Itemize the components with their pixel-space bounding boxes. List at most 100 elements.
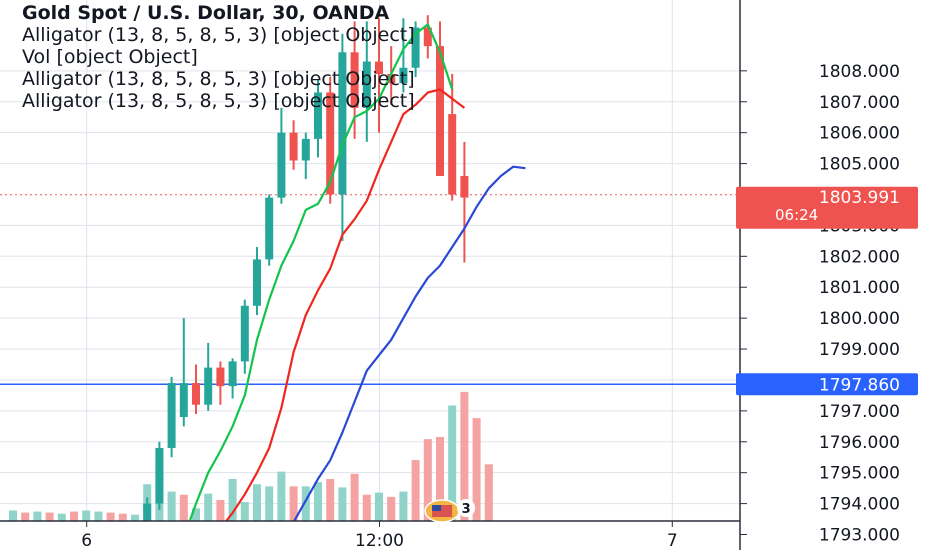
badge-count-bg bbox=[457, 499, 476, 517]
indicator-volume[interactable]: Vol [object Object] bbox=[22, 46, 198, 68]
candle-body[interactable] bbox=[350, 52, 359, 108]
hline-price-label: 1797.860 bbox=[819, 375, 900, 395]
indicator-alligator-3[interactable]: Alligator (13, 8, 5, 8, 5, 3) [object Ob… bbox=[22, 90, 415, 112]
price-tick-label: 1808.000 bbox=[819, 62, 900, 82]
volume-bar bbox=[350, 473, 359, 521]
price-axis-background bbox=[740, 0, 932, 550]
candle-body[interactable] bbox=[314, 92, 322, 139]
volume-bar bbox=[70, 511, 78, 521]
volume-bar bbox=[204, 493, 213, 521]
candle-body[interactable] bbox=[362, 61, 371, 108]
volume-bar bbox=[399, 491, 408, 521]
candle-body[interactable] bbox=[179, 383, 188, 418]
volume-bar bbox=[314, 482, 322, 521]
volume-bar bbox=[179, 494, 188, 521]
volume-bar bbox=[375, 492, 383, 521]
volume-bar bbox=[192, 508, 200, 521]
volume-bar bbox=[289, 486, 298, 521]
volume-bar bbox=[411, 460, 420, 521]
candle-body[interactable] bbox=[436, 46, 444, 176]
badge-count: 3 bbox=[462, 502, 471, 517]
candle-body[interactable] bbox=[216, 367, 225, 387]
candle-body[interactable] bbox=[289, 132, 298, 161]
candle-body[interactable] bbox=[143, 503, 152, 523]
last-price-label-bg[interactable] bbox=[736, 186, 918, 229]
volume-bar bbox=[57, 513, 66, 521]
badge-layer: 3 bbox=[424, 499, 476, 523]
hline-price-label-bg[interactable] bbox=[736, 373, 918, 396]
candle-body[interactable] bbox=[277, 132, 286, 198]
volume-bar bbox=[387, 496, 396, 521]
candle-body[interactable] bbox=[326, 92, 335, 195]
horizontal-line-layer bbox=[0, 194, 740, 386]
price-tick-label: 1795.000 bbox=[819, 464, 900, 484]
volume-bar bbox=[45, 512, 54, 521]
candle-body[interactable] bbox=[448, 114, 457, 195]
candle-body[interactable] bbox=[228, 361, 237, 387]
time-tick-label: 12:00 bbox=[355, 531, 404, 550]
alligator-lips-line bbox=[182, 23, 454, 538]
volume-bar bbox=[82, 510, 91, 521]
candle-body[interactable] bbox=[167, 383, 176, 448]
volume-bar bbox=[460, 391, 469, 521]
candle-body[interactable] bbox=[460, 175, 469, 198]
volume-bar bbox=[436, 437, 444, 521]
candle-body[interactable] bbox=[265, 197, 274, 260]
price-tick-label: 1806.000 bbox=[819, 124, 900, 144]
candle-body[interactable] bbox=[375, 61, 383, 74]
volume-bar bbox=[423, 439, 432, 521]
volume-bar bbox=[21, 512, 30, 521]
time-tick-label: 6 bbox=[81, 531, 92, 550]
price-tick-label: 1797.000 bbox=[819, 402, 900, 422]
time-axis-background bbox=[0, 521, 740, 550]
volume-bar bbox=[216, 500, 225, 521]
volume-bar bbox=[326, 479, 335, 521]
volume-bar bbox=[277, 471, 286, 521]
time-tick-label: 7 bbox=[667, 531, 678, 550]
indicator-alligator-2[interactable]: Alligator (13, 8, 5, 8, 5, 3) [object Ob… bbox=[22, 68, 415, 90]
volume-bar bbox=[253, 484, 261, 521]
candle-body[interactable] bbox=[411, 27, 420, 68]
volume-bar bbox=[472, 418, 481, 521]
candle-body[interactable] bbox=[204, 367, 213, 405]
price-tick-label: 1801.000 bbox=[819, 278, 900, 298]
volume-bar bbox=[131, 514, 139, 521]
volume-bar bbox=[301, 486, 310, 521]
candle-body[interactable] bbox=[399, 67, 408, 84]
candle-body[interactable] bbox=[240, 305, 249, 362]
symbol-title[interactable]: Gold Spot / U.S. Dollar, 30, OANDA bbox=[22, 2, 390, 24]
volume-bar bbox=[338, 487, 347, 521]
volume-bar bbox=[33, 511, 42, 521]
candle-body[interactable] bbox=[423, 27, 432, 47]
price-tick-label: 1802.000 bbox=[819, 247, 900, 267]
candle-body[interactable] bbox=[301, 138, 310, 161]
volume-bar bbox=[118, 513, 127, 521]
volume-bar bbox=[448, 405, 457, 521]
price-tick-label: 1800.000 bbox=[819, 309, 900, 329]
volume-bar bbox=[9, 510, 17, 521]
bar-countdown-label: 06:24 bbox=[775, 206, 818, 224]
candle-body[interactable] bbox=[155, 447, 164, 504]
candle-body[interactable] bbox=[253, 259, 261, 306]
price-tick-label: 1794.000 bbox=[819, 495, 900, 515]
volume-bar bbox=[106, 512, 115, 521]
candle-body[interactable] bbox=[338, 52, 347, 195]
volume-bar bbox=[94, 511, 103, 521]
candle-body[interactable] bbox=[192, 383, 200, 405]
volume-bar bbox=[484, 464, 493, 521]
alligator-teeth-line bbox=[207, 88, 466, 539]
volume-bar bbox=[228, 479, 237, 521]
last-price-label: 1803.991 bbox=[819, 188, 900, 208]
price-tick-label: 1799.000 bbox=[819, 340, 900, 360]
flag-canton bbox=[432, 505, 442, 511]
candle-body[interactable] bbox=[387, 73, 396, 84]
volume-bar bbox=[265, 486, 274, 521]
price-tick-label: 1793.000 bbox=[819, 526, 900, 546]
alligator-jaw-line bbox=[280, 165, 526, 539]
indicator-alligator-1[interactable]: Alligator (13, 8, 5, 8, 5, 3) [object Ob… bbox=[22, 24, 415, 46]
price-tick-label: 1796.000 bbox=[819, 433, 900, 453]
price-tick-label: 1805.000 bbox=[819, 155, 900, 175]
